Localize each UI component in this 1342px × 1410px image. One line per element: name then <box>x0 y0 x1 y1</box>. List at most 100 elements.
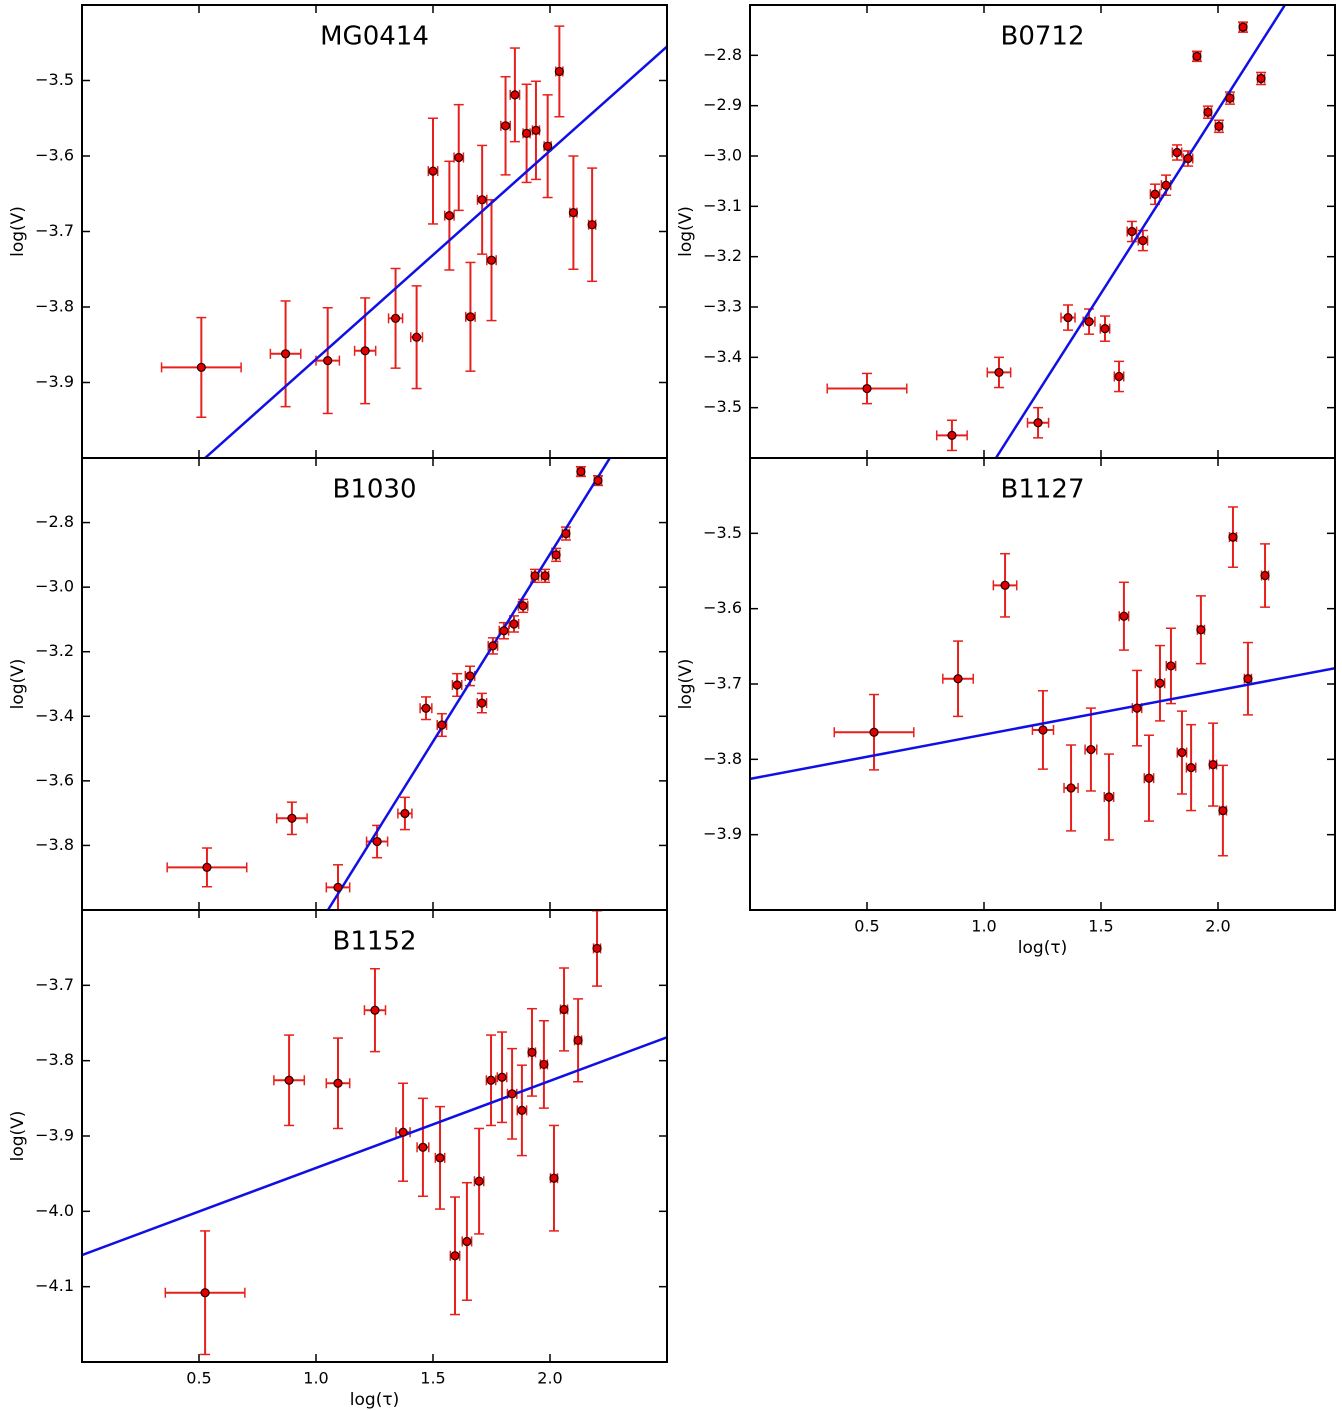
data-point <box>953 674 963 684</box>
data-point <box>477 698 487 708</box>
y-tick-label: −3.2 <box>35 641 74 660</box>
y-tick-label: −3.9 <box>703 824 742 843</box>
data-point <box>465 671 475 681</box>
chart-title: B0712 <box>1000 22 1084 52</box>
data-point <box>486 255 497 265</box>
data-point <box>1203 107 1213 117</box>
data-point <box>435 1153 445 1163</box>
axes-frame <box>749 4 1336 459</box>
data-point <box>1225 93 1235 103</box>
y-tick-label: −3.6 <box>35 146 74 165</box>
y-tick-label: −3.5 <box>703 523 742 542</box>
data-point <box>412 332 422 342</box>
data-point <box>1208 760 1218 770</box>
data-point <box>372 836 382 847</box>
y-tick-label: −2.8 <box>35 512 74 531</box>
y-tick-label: −3.2 <box>703 246 742 265</box>
y-tick-label: −3.5 <box>35 70 74 89</box>
data-point <box>1166 661 1176 671</box>
y-tick-label: −3.7 <box>703 674 742 693</box>
data-point <box>1066 783 1076 793</box>
x-axis-label: log(τ) <box>1018 938 1067 958</box>
data-point <box>1196 625 1206 635</box>
y-tick-label: −3.8 <box>703 749 742 768</box>
data-point <box>869 727 879 737</box>
axes-frame <box>81 909 668 1363</box>
data-point <box>418 1142 428 1152</box>
data-point <box>1132 703 1142 713</box>
data-point <box>452 680 462 690</box>
y-tick-label: −3.1 <box>703 196 742 215</box>
data-point <box>1144 773 1154 783</box>
data-point <box>1161 180 1171 190</box>
y-tick-label: −3.4 <box>703 347 742 366</box>
data-point <box>1138 235 1148 246</box>
y-axis-label: log(V) <box>676 206 696 257</box>
data-point <box>500 121 511 131</box>
chart-title: B1127 <box>1000 475 1084 505</box>
y-tick-label: −3.6 <box>35 770 74 789</box>
x-tick-label: 0.5 <box>854 917 879 936</box>
data-point <box>521 128 532 138</box>
x-tick-label: 1.0 <box>303 1369 328 1388</box>
y-tick-label: −3.7 <box>35 221 74 240</box>
y-tick-label: −3.6 <box>703 598 742 617</box>
fit-line <box>750 666 1335 781</box>
data-point <box>474 1176 484 1186</box>
data-point <box>1238 22 1248 32</box>
data-point <box>450 1251 460 1261</box>
data-point <box>539 1059 549 1070</box>
data-point <box>593 476 603 486</box>
plot-area <box>160 25 667 458</box>
data-point <box>488 641 498 651</box>
plot-area <box>166 458 611 910</box>
y-tick-label: −3.0 <box>703 146 742 165</box>
data-point <box>1183 153 1193 164</box>
x-tick-label: 1.5 <box>420 1369 445 1388</box>
data-point <box>561 528 571 539</box>
data-point <box>551 550 561 560</box>
data-point <box>530 571 540 581</box>
data-point <box>1127 226 1137 237</box>
data-point <box>573 1035 583 1045</box>
data-point <box>1100 324 1110 334</box>
plot-area <box>750 506 1335 857</box>
data-point <box>390 313 401 323</box>
data-point <box>1256 73 1266 84</box>
data-point <box>1186 763 1196 773</box>
plot-area <box>826 5 1286 458</box>
data-point <box>284 1075 294 1085</box>
fit-line <box>326 458 611 910</box>
y-tick-label: −4.0 <box>35 1201 74 1220</box>
data-point <box>477 195 487 205</box>
data-point <box>1228 532 1238 542</box>
data-point <box>527 1047 537 1057</box>
data-point <box>1033 418 1043 428</box>
chart-title: B1152 <box>332 927 416 957</box>
data-point <box>576 466 586 477</box>
data-point <box>1150 189 1160 199</box>
data-point <box>1192 51 1202 61</box>
data-point <box>454 152 464 163</box>
y-tick-label: −3.0 <box>35 577 74 596</box>
y-tick-label: −3.3 <box>703 297 742 316</box>
data-point <box>400 808 410 819</box>
data-point <box>559 1004 569 1015</box>
x-axis-label: log(τ) <box>350 1390 399 1410</box>
y-tick-label: −3.9 <box>35 1126 74 1145</box>
x-tick-label: 2.0 <box>1205 917 1230 936</box>
x-tick-label: 0.5 <box>186 1369 211 1388</box>
data-point <box>549 1173 559 1183</box>
data-point <box>1172 147 1182 158</box>
data-point <box>1000 580 1010 590</box>
data-point <box>543 141 553 151</box>
data-point <box>398 1127 408 1137</box>
data-point <box>568 208 579 218</box>
axes-frame <box>81 4 668 459</box>
y-tick-label: −3.5 <box>703 397 742 416</box>
y-axis-label: log(V) <box>8 659 28 710</box>
data-point <box>1243 674 1253 684</box>
fit-line <box>204 45 667 458</box>
data-point <box>200 1288 210 1298</box>
